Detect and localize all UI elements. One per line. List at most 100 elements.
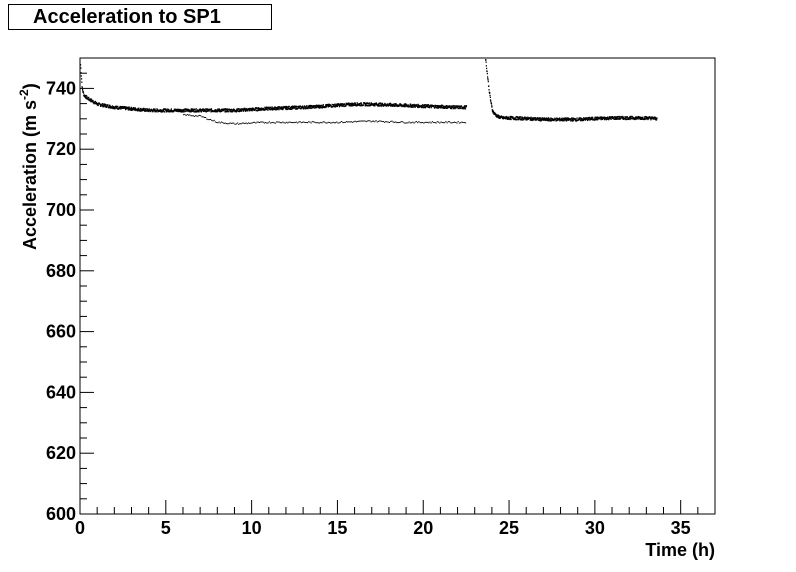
data-point — [311, 105, 313, 107]
data-point — [284, 108, 287, 110]
data-point — [263, 107, 265, 110]
x-tick-label: 15 — [327, 518, 347, 538]
data-point — [447, 121, 449, 123]
data-point — [210, 111, 212, 113]
data-point — [427, 104, 430, 106]
data-point — [390, 120, 392, 122]
data-point — [316, 106, 318, 109]
data-point — [368, 120, 370, 122]
data-point — [227, 108, 229, 111]
data-point — [286, 108, 289, 111]
data-point — [489, 99, 492, 101]
data-point — [184, 110, 186, 113]
data-point — [362, 104, 365, 106]
data-point — [525, 118, 527, 121]
data-point — [169, 110, 171, 112]
data-point — [464, 107, 466, 110]
data-point — [423, 106, 425, 109]
data-point — [218, 109, 220, 111]
data-point — [567, 118, 569, 121]
data-point — [601, 117, 603, 119]
data-point — [486, 76, 489, 78]
data-point — [369, 102, 371, 104]
data-point — [412, 121, 414, 123]
data-point — [281, 122, 283, 124]
data-point — [217, 109, 219, 111]
data-point — [413, 122, 415, 124]
y-axis-title-main: Acceleration (m s — [20, 100, 40, 250]
data-point — [575, 118, 577, 120]
data-point — [508, 116, 510, 119]
data-point — [517, 118, 519, 120]
data-point — [375, 102, 377, 104]
data-point — [120, 108, 122, 110]
data-point — [410, 122, 413, 124]
data-point — [291, 106, 293, 108]
data-point — [627, 117, 629, 119]
data-point — [356, 105, 358, 107]
data-point — [583, 117, 585, 119]
data-point — [417, 106, 419, 109]
data-point — [655, 119, 658, 121]
data-point — [130, 108, 132, 111]
data-point — [560, 117, 562, 120]
data-point — [265, 122, 267, 124]
data-point — [374, 105, 376, 107]
data-point — [246, 107, 248, 110]
data-point — [629, 116, 631, 119]
data-point — [594, 117, 596, 119]
x-tick-label: 0 — [75, 518, 85, 538]
data-point — [440, 105, 442, 107]
data-point — [403, 105, 406, 108]
data-point — [443, 107, 445, 109]
data-point — [88, 98, 91, 100]
data-point — [589, 118, 592, 121]
data-point — [83, 94, 86, 96]
data-point — [224, 122, 226, 124]
data-point — [605, 118, 608, 121]
data-point — [395, 105, 397, 107]
data-point — [454, 107, 456, 110]
data-point — [399, 121, 402, 123]
data-point — [623, 116, 625, 118]
data-point — [460, 122, 462, 124]
data-point — [138, 107, 140, 109]
data-point — [120, 107, 122, 109]
data-point — [417, 104, 419, 106]
data-point — [411, 106, 413, 108]
data-point — [195, 110, 197, 112]
data-point — [509, 117, 511, 120]
data-point — [644, 118, 646, 120]
data-point — [335, 105, 338, 107]
data-point — [179, 108, 181, 111]
data-point — [656, 117, 658, 120]
data-point — [443, 107, 446, 109]
data-point — [103, 103, 106, 106]
data-point — [654, 117, 657, 119]
data-point — [228, 123, 230, 125]
data-point — [353, 103, 355, 105]
data-point — [359, 120, 361, 122]
data-point — [594, 116, 596, 119]
data-point — [645, 117, 647, 119]
data-point — [181, 108, 183, 111]
data-point — [250, 122, 252, 124]
data-point — [198, 111, 200, 113]
y-tick-label: 700 — [46, 200, 76, 220]
data-point — [418, 121, 420, 123]
data-point — [339, 121, 342, 123]
data-point — [81, 88, 84, 91]
data-point — [392, 121, 394, 123]
data-point — [460, 107, 462, 110]
data-point — [603, 118, 606, 121]
data-point — [190, 115, 192, 117]
data-point — [635, 116, 637, 118]
data-point — [233, 122, 235, 124]
data-point — [256, 107, 258, 109]
data-point — [267, 122, 269, 124]
data-point — [136, 109, 138, 111]
data-point — [430, 122, 432, 124]
data-point — [445, 105, 448, 108]
data-point — [531, 118, 534, 120]
data-point — [377, 120, 380, 122]
